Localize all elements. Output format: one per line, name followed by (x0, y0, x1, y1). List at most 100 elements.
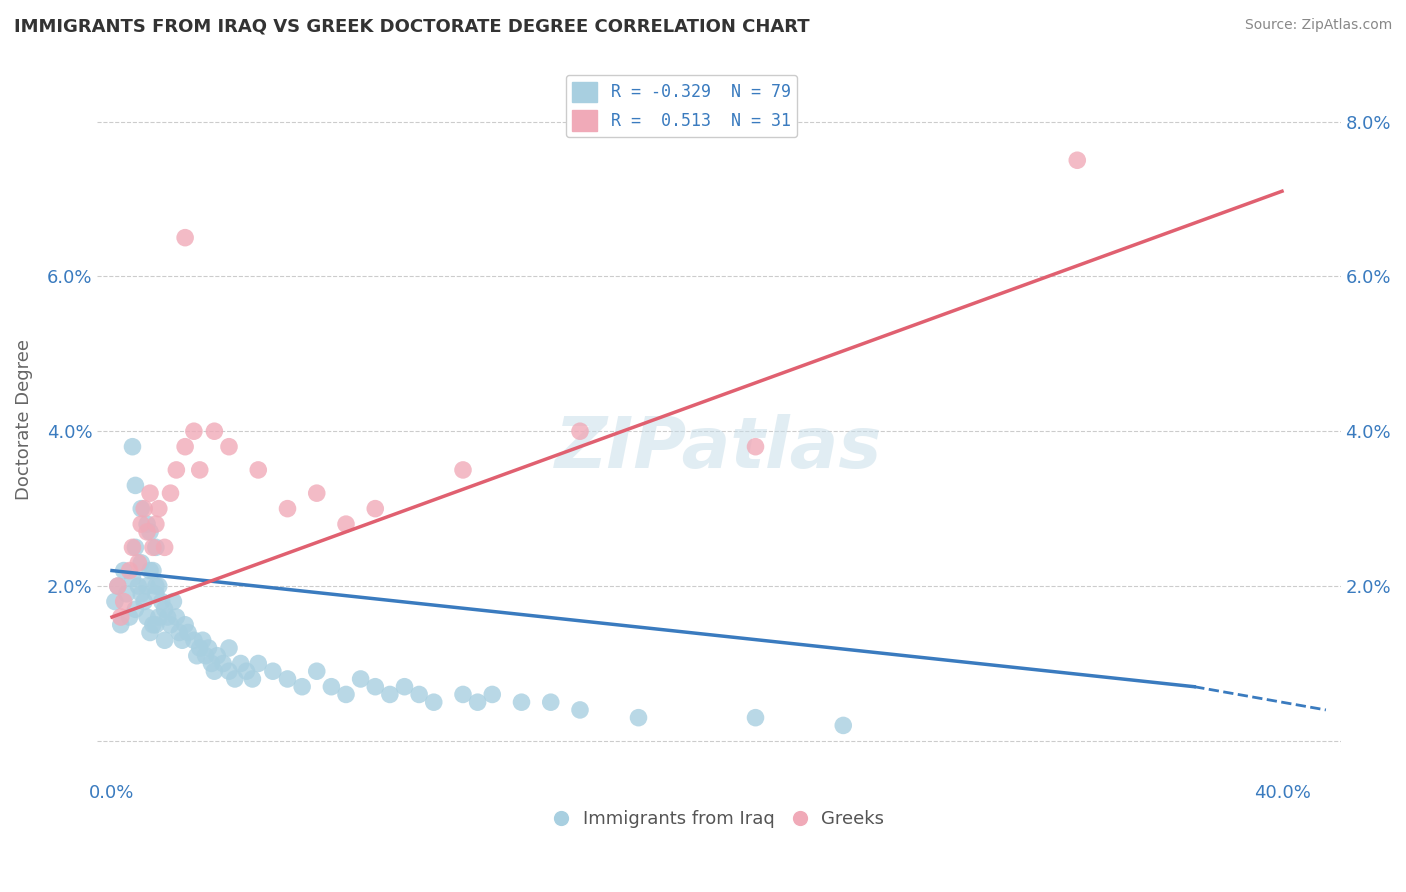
Point (139, 524, 162, 539)
Point (124, 602, 146, 616)
Point (110, 617, 132, 632)
Legend: Immigrants from Iraq, Greeks: Immigrants from Iraq, Greeks (547, 803, 891, 836)
Point (276, 672, 298, 686)
Point (159, 617, 181, 632)
Point (124, 541, 146, 555)
Point (321, 680, 343, 694)
Point (127, 579, 149, 593)
Point (569, 703, 592, 717)
Text: Source: ZipAtlas.com: Source: ZipAtlas.com (1244, 18, 1392, 32)
Point (174, 617, 197, 632)
Point (408, 688, 430, 702)
Point (191, 633, 214, 648)
Point (1066, 153, 1088, 168)
Point (349, 672, 371, 686)
Point (142, 564, 165, 578)
Point (212, 657, 235, 671)
Point (423, 695, 446, 709)
Point (136, 610, 159, 624)
Point (142, 541, 165, 555)
Point (145, 617, 167, 632)
Point (145, 579, 167, 593)
Point (107, 579, 129, 593)
Point (200, 657, 222, 671)
Point (262, 664, 284, 678)
Point (156, 610, 179, 624)
Point (744, 440, 766, 454)
Point (136, 517, 159, 532)
Point (188, 640, 211, 655)
Point (183, 424, 205, 438)
Point (165, 610, 187, 624)
Point (127, 556, 149, 570)
Point (229, 657, 252, 671)
Point (305, 486, 328, 500)
Point (218, 640, 240, 655)
Point (242, 672, 264, 686)
Point (136, 579, 159, 593)
Point (569, 424, 592, 438)
Point (107, 579, 129, 593)
Point (394, 680, 416, 694)
Point (145, 517, 167, 532)
Point (218, 664, 240, 678)
Point (194, 648, 217, 663)
Point (148, 610, 170, 624)
Point (451, 463, 474, 477)
Point (335, 688, 357, 702)
Point (172, 633, 194, 648)
Point (153, 633, 176, 648)
Point (129, 501, 152, 516)
Point (467, 695, 489, 709)
Point (148, 501, 170, 516)
Point (112, 594, 135, 608)
Point (247, 463, 270, 477)
Point (744, 711, 766, 725)
Point (224, 672, 246, 686)
Point (129, 517, 152, 532)
Point (142, 617, 165, 632)
Point (121, 571, 143, 585)
Point (121, 440, 143, 454)
Point (139, 486, 162, 500)
Point (207, 648, 229, 663)
Point (112, 564, 135, 578)
Point (183, 633, 205, 648)
Point (145, 541, 167, 555)
Point (104, 594, 127, 608)
Point (134, 594, 156, 608)
Point (832, 718, 855, 732)
Point (148, 579, 170, 593)
Point (121, 541, 143, 555)
Point (110, 610, 132, 624)
Point (145, 587, 167, 601)
Point (378, 688, 401, 702)
Point (451, 688, 474, 702)
Point (115, 587, 138, 601)
Point (124, 478, 146, 492)
Point (197, 640, 219, 655)
Point (335, 517, 357, 532)
Point (276, 501, 298, 516)
Point (165, 463, 187, 477)
Point (627, 711, 650, 725)
Point (202, 664, 225, 678)
Point (247, 657, 270, 671)
Point (364, 501, 387, 516)
Point (118, 610, 141, 624)
Point (481, 688, 503, 702)
Point (153, 541, 176, 555)
Point (202, 424, 225, 438)
Point (118, 564, 141, 578)
Point (150, 594, 173, 608)
Point (139, 625, 162, 640)
Point (174, 440, 197, 454)
Point (153, 602, 176, 616)
Text: ZIPatlas: ZIPatlas (555, 414, 883, 483)
Point (235, 664, 257, 678)
Point (159, 486, 181, 500)
Point (129, 556, 152, 570)
Point (139, 564, 162, 578)
Point (162, 594, 184, 608)
Point (129, 587, 152, 601)
